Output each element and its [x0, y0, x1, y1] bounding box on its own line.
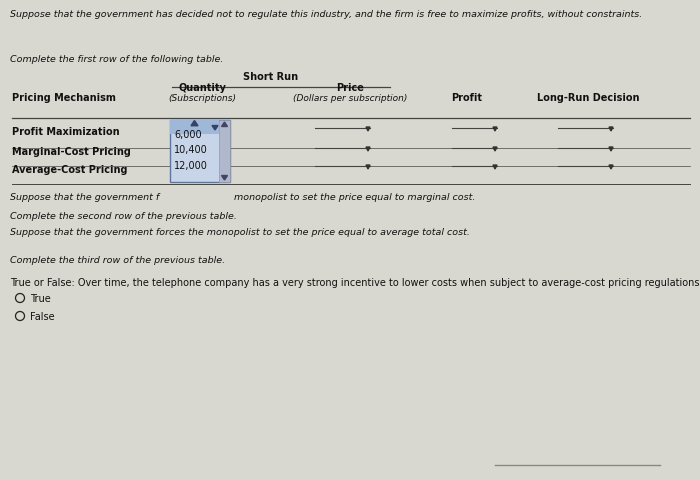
- Text: True or False: Over time, the telephone company has a very strong incentive to l: True or False: Over time, the telephone …: [10, 278, 700, 288]
- Circle shape: [15, 293, 24, 302]
- Text: Suppose that the government has decided not to regulate this industry, and the f: Suppose that the government has decided …: [10, 10, 643, 19]
- Polygon shape: [223, 147, 227, 151]
- Polygon shape: [366, 165, 370, 169]
- Text: Short Run: Short Run: [244, 72, 299, 82]
- Text: Marginal-Cost Pricing: Marginal-Cost Pricing: [12, 147, 131, 157]
- FancyBboxPatch shape: [170, 120, 219, 134]
- Text: Suppose that the government f: Suppose that the government f: [10, 193, 160, 202]
- Polygon shape: [221, 176, 228, 180]
- Text: monopolist to set the price equal to marginal cost.: monopolist to set the price equal to mar…: [234, 193, 475, 202]
- Text: False: False: [30, 312, 55, 322]
- Polygon shape: [493, 165, 497, 169]
- Polygon shape: [223, 127, 227, 131]
- FancyBboxPatch shape: [219, 120, 230, 182]
- Text: 12,000: 12,000: [174, 161, 208, 171]
- Text: Profit Maximization: Profit Maximization: [12, 127, 120, 137]
- Text: 6,000: 6,000: [174, 130, 202, 140]
- Text: Pricing Mechanism: Pricing Mechanism: [12, 93, 116, 103]
- Polygon shape: [223, 165, 227, 169]
- Text: True: True: [30, 294, 50, 304]
- Polygon shape: [609, 165, 613, 169]
- Text: Complete the third row of the previous table.: Complete the third row of the previous t…: [10, 256, 225, 265]
- Polygon shape: [221, 122, 228, 127]
- Text: Quantity: Quantity: [178, 83, 226, 93]
- Circle shape: [15, 312, 24, 321]
- Text: (Subscriptions): (Subscriptions): [168, 94, 236, 103]
- Text: Complete the first row of the following table.: Complete the first row of the following …: [10, 55, 223, 64]
- FancyBboxPatch shape: [170, 120, 230, 182]
- Text: Price: Price: [336, 83, 364, 93]
- Text: Complete the second row of the previous table.: Complete the second row of the previous …: [10, 212, 237, 221]
- Polygon shape: [609, 127, 613, 131]
- Text: Long-Run Decision: Long-Run Decision: [537, 93, 639, 103]
- Polygon shape: [609, 147, 613, 151]
- Polygon shape: [191, 120, 198, 126]
- Text: 10,400: 10,400: [174, 145, 208, 155]
- Text: Average-Cost Pricing: Average-Cost Pricing: [12, 165, 127, 175]
- Polygon shape: [493, 127, 497, 131]
- Polygon shape: [366, 147, 370, 151]
- Polygon shape: [212, 125, 218, 130]
- Text: (Dollars per subscription): (Dollars per subscription): [293, 94, 407, 103]
- Polygon shape: [366, 127, 370, 131]
- Text: Profit: Profit: [452, 93, 482, 103]
- Text: Suppose that the government forces the monopolist to set the price equal to aver: Suppose that the government forces the m…: [10, 228, 470, 237]
- Polygon shape: [493, 147, 497, 151]
